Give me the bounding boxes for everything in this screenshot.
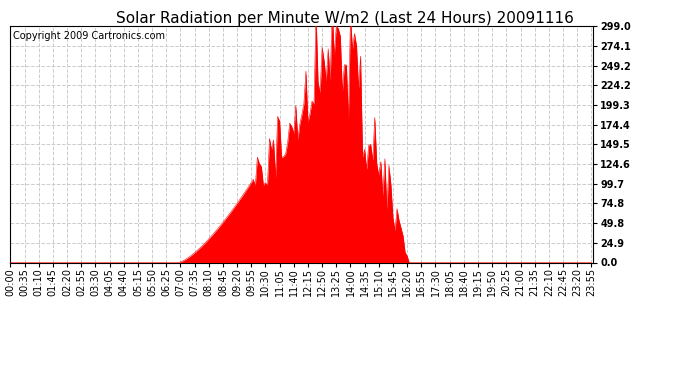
Text: Copyright 2009 Cartronics.com: Copyright 2009 Cartronics.com — [13, 31, 166, 41]
Text: Solar Radiation per Minute W/m2 (Last 24 Hours) 20091116: Solar Radiation per Minute W/m2 (Last 24… — [116, 11, 574, 26]
